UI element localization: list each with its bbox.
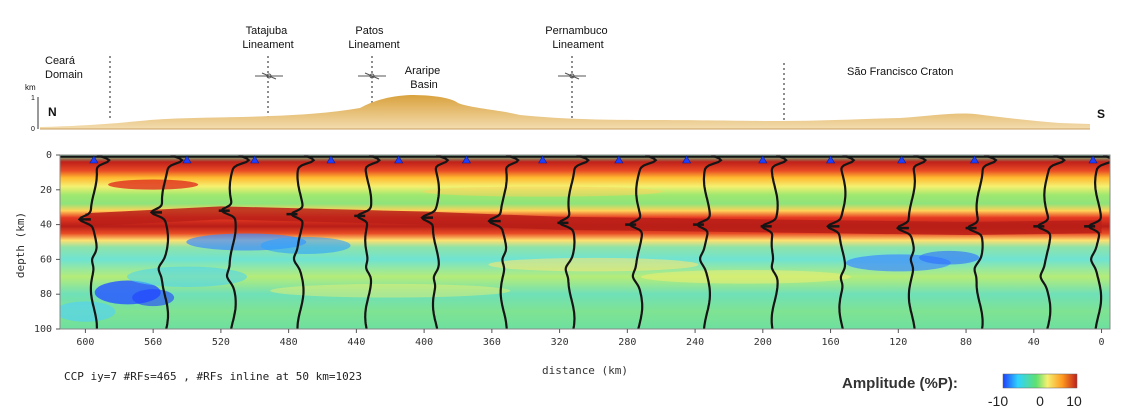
south-label: S: [1097, 107, 1105, 121]
station-marker: [538, 155, 548, 164]
x-axis-label: distance (km): [542, 364, 628, 377]
rf-trace: [826, 155, 856, 329]
heatmap-anomaly: [60, 301, 116, 322]
station-marker: [326, 155, 336, 164]
x-tick-label: 520: [212, 337, 230, 348]
x-tick-label: 600: [76, 337, 94, 348]
elevation-tick-1: 1: [31, 95, 35, 102]
y-tick-label: 80: [40, 289, 52, 300]
station-marker: [1088, 155, 1098, 164]
colorbar-tick-mid: 0: [1036, 393, 1044, 409]
x-tick-label: 120: [889, 337, 907, 348]
station-marker: [614, 155, 624, 164]
y-tick-label: 60: [40, 254, 52, 265]
rf-trace: [289, 155, 316, 329]
rf-trace: [420, 155, 450, 329]
station-marker: [897, 155, 907, 164]
heatmap-anomaly: [270, 283, 511, 298]
rf-trace: [1087, 155, 1110, 329]
rf-trace: [1036, 155, 1066, 329]
station-marker: [394, 155, 404, 164]
rf-traces: [60, 155, 1110, 329]
x-tick-label: 160: [822, 337, 840, 348]
heatmap-anomaly: [640, 270, 851, 284]
annotation-pernambuco-lineament: Pernambuco Lineament: [545, 25, 610, 51]
x-tick-label: 400: [415, 337, 433, 348]
y-tick-label: 20: [40, 185, 52, 196]
station-marker: [758, 155, 768, 164]
topography-fill: [40, 95, 1090, 129]
x-tick-label: 80: [960, 337, 972, 348]
annotations: Ceará Domain Tatajuba Lineament Patos Li…: [45, 25, 953, 122]
heatmap-anomaly: [422, 186, 663, 197]
x-tick-label: 40: [1028, 337, 1040, 348]
rf-trace: [628, 155, 658, 329]
fault-symbol-icon: [255, 72, 283, 80]
colorbar-title: Amplitude (%P):: [842, 375, 958, 392]
elevation-tick-0: 0: [31, 126, 35, 133]
x-tick-label: 560: [144, 337, 162, 348]
station-marker: [969, 155, 980, 164]
x-tick-label: 0: [1099, 337, 1105, 348]
rf-trace: [149, 155, 184, 329]
x-tick-label: 280: [618, 337, 636, 348]
y-tick-label: 40: [40, 220, 52, 231]
x-tick-label: 440: [347, 337, 365, 348]
annotation-sao-francisco-craton: São Francisco Craton: [847, 66, 953, 78]
y-tick-label: 100: [34, 324, 52, 335]
rf-trace: [760, 155, 788, 329]
north-label: N: [48, 105, 57, 119]
rf-trace: [220, 155, 251, 329]
annotation-patos-lineament: Patos Lineament: [348, 25, 399, 51]
moho-band-fill: [85, 206, 1102, 236]
y-tick-label: 0: [46, 150, 52, 161]
elevation-unit: km: [25, 83, 36, 92]
station-marker: [461, 155, 471, 164]
heatmap-anomaly: [919, 250, 980, 265]
station-marker: [682, 155, 692, 164]
annotation-tatajuba-lineament: Tatajuba Lineament: [242, 25, 293, 51]
heatmap-anomaly: [108, 179, 199, 190]
annotation-ceara-domain: Ceará Domain: [45, 55, 83, 81]
rf-trace: [355, 155, 381, 329]
x-tick-label: 360: [483, 337, 501, 348]
y-axis-label: depth (km): [14, 212, 27, 278]
y-axis: 0 20 40 60 80 100: [34, 150, 60, 335]
station-markers: [89, 155, 1098, 164]
topography-profile: km 1 0 N S: [25, 83, 1105, 133]
annotation-araripe-basin: Araripe Basin: [405, 65, 444, 91]
heatmap-anomalies: [60, 179, 980, 322]
rf-trace: [487, 155, 520, 329]
rf-trace: [896, 155, 928, 329]
colorbar: Amplitude (%P): -10 0 10: [842, 373, 1082, 409]
plot-frame: [59, 154, 1111, 330]
colorbar-tick-min: -10: [988, 393, 1008, 409]
station-marker: [89, 155, 99, 164]
rf-trace: [695, 155, 723, 329]
x-tick-label: 320: [551, 337, 569, 348]
heatmap-anomaly: [260, 236, 351, 254]
station-marker: [826, 155, 836, 164]
station-marker: [182, 155, 192, 164]
rf-trace: [966, 155, 998, 329]
heatmap-anomaly: [488, 257, 699, 272]
x-tick-label: 480: [280, 337, 298, 348]
rf-trace: [557, 155, 590, 329]
x-tick-label: 240: [686, 337, 704, 348]
x-tick-label: 200: [754, 337, 772, 348]
x-axis: 600 560 520 480 440 400 360 320 280 240 200 160 120 8…: [76, 329, 1105, 348]
moho-band: [85, 206, 1102, 236]
heatmap-anomaly: [127, 266, 248, 287]
colorbar-gradient: [1002, 373, 1078, 389]
colorbar-tick-max: 10: [1066, 393, 1082, 409]
rf-trace: [77, 155, 111, 329]
station-marker: [250, 155, 260, 164]
ccp-info-text: CCP iy=7 #RFs=465 , #RFs inline at 50 km…: [64, 370, 362, 383]
